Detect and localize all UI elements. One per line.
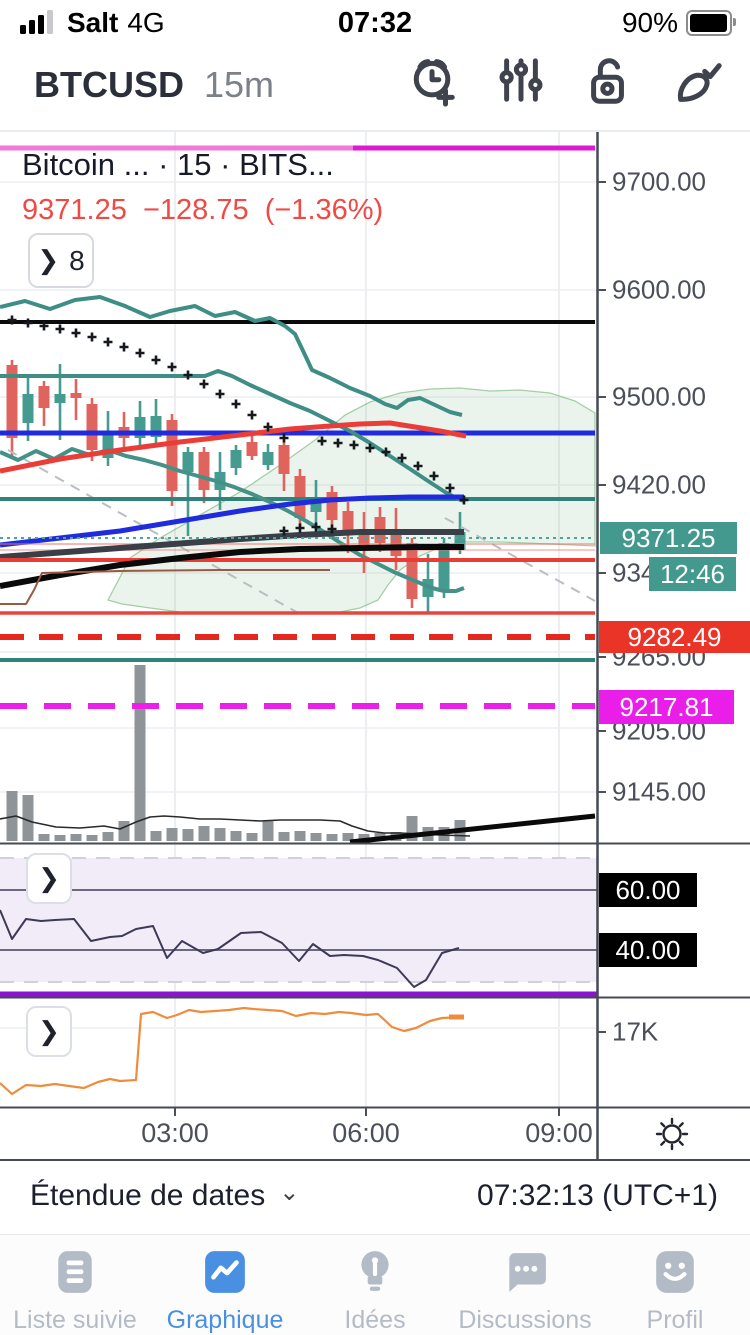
tab-bar: Liste suivie Graphique Idées Discussions Pro…	[0, 1234, 750, 1335]
battery-icon	[686, 10, 736, 36]
price-badge[interactable]: 40.00	[599, 933, 697, 967]
interval-selector[interactable]: 15m	[204, 64, 275, 105]
obv-axis-label: 17K	[612, 1016, 659, 1047]
lock-icon[interactable]	[584, 54, 632, 115]
tab-graphique[interactable]: Graphique	[150, 1235, 300, 1335]
tab-liste-suivie[interactable]: Liste suivie	[0, 1235, 150, 1335]
chart-header: BTCUSD 15m	[0, 46, 750, 128]
rsi-pane-expand-button[interactable]: ❯	[26, 853, 72, 904]
theme-toggle[interactable]	[650, 1112, 694, 1161]
price-axis-label: 9145.00	[612, 776, 706, 807]
chevron-right-icon: ❯	[37, 245, 60, 275]
time-tick	[365, 1108, 367, 1116]
legend-last-price: 9371.25	[22, 194, 127, 226]
price-tick	[598, 396, 606, 398]
tab-profil[interactable]: Profil	[600, 1235, 750, 1335]
clock-label[interactable]: 07:32:13 (UTC+1)	[477, 1179, 718, 1212]
time-axis-label: 03:00	[141, 1118, 209, 1148]
discussions-icon	[502, 1249, 548, 1300]
network-label: 4G	[127, 7, 165, 38]
chart-icon	[202, 1249, 248, 1300]
price-tick	[598, 1031, 606, 1033]
date-range-selector[interactable]: Étendue de dates ⌄	[30, 1179, 299, 1213]
price-axis-label: 9500.00	[612, 381, 706, 412]
legend-price-row: 9371.25 −128.75 (−1.36%)	[22, 194, 383, 227]
legend-title[interactable]: Bitcoin ... · 15 · BITS...	[22, 147, 334, 182]
obv-pane-expand-button[interactable]: ❯	[26, 1006, 72, 1057]
time-tick	[174, 1108, 176, 1116]
chevron-down-icon: ⌄	[279, 1178, 300, 1206]
tab-discussions[interactable]: Discussions	[450, 1235, 600, 1335]
ideas-icon	[352, 1249, 398, 1300]
time-axis-label: 06:00	[332, 1118, 400, 1148]
time-tick	[558, 1108, 560, 1116]
price-tick	[598, 484, 606, 486]
alarm-add-icon[interactable]	[408, 54, 458, 115]
profile-icon	[652, 1249, 698, 1300]
status-time: 07:32	[337, 7, 413, 39]
price-tick	[598, 656, 606, 658]
price-tick	[598, 289, 606, 291]
price-tick	[598, 791, 606, 793]
price-badge[interactable]: 9217.81	[599, 690, 734, 724]
carrier-label: Salt	[67, 7, 119, 38]
tab-label: Graphique	[166, 1306, 284, 1334]
legend-change-pct: (−1.36%)	[264, 194, 384, 226]
price-badge[interactable]: 9371.25	[600, 522, 737, 554]
chevron-right-icon: ❯	[38, 863, 60, 893]
price-tick	[598, 181, 606, 183]
price-axis-label: 9600.00	[612, 274, 706, 305]
price-axis-label: 9420.00	[612, 469, 706, 500]
draw-icon[interactable]	[672, 54, 724, 115]
price-badge[interactable]: 60.00	[599, 873, 697, 907]
sun-icon	[655, 1117, 689, 1151]
time-axis-label: 09:00	[525, 1118, 593, 1148]
price-tick	[598, 730, 606, 732]
tab-label: Liste suivie	[13, 1306, 137, 1334]
tab-label: Profil	[646, 1306, 704, 1334]
tab-label: Discussions	[458, 1306, 592, 1334]
symbol-title[interactable]: BTCUSD	[34, 64, 184, 105]
legend-change: −128.75	[142, 194, 249, 226]
indicators-icon[interactable]	[498, 54, 544, 115]
tab-label: Idées	[344, 1306, 406, 1334]
countdown-badge[interactable]: 12:46	[649, 557, 736, 591]
price-tick	[598, 572, 606, 574]
watchlist-icon	[52, 1249, 98, 1300]
status-bar: Salt 4G 07:32 90%	[0, 0, 750, 44]
footer-row: Étendue de dates ⌄ 07:32:13 (UTC+1)	[0, 1161, 750, 1233]
signal-icon	[20, 10, 53, 34]
chevron-right-icon: ❯	[38, 1016, 60, 1046]
tab-idées[interactable]: Idées	[300, 1235, 450, 1335]
battery-percent: 90%	[621, 7, 678, 38]
price-badge[interactable]: 9282.49	[599, 621, 750, 653]
date-range-label: Étendue de dates	[30, 1179, 266, 1212]
expand-indicators-button[interactable]: ❯ 8	[28, 233, 94, 288]
price-axis-label: 9700.00	[612, 166, 706, 197]
collapsed-indicator-count: 8	[69, 244, 85, 276]
